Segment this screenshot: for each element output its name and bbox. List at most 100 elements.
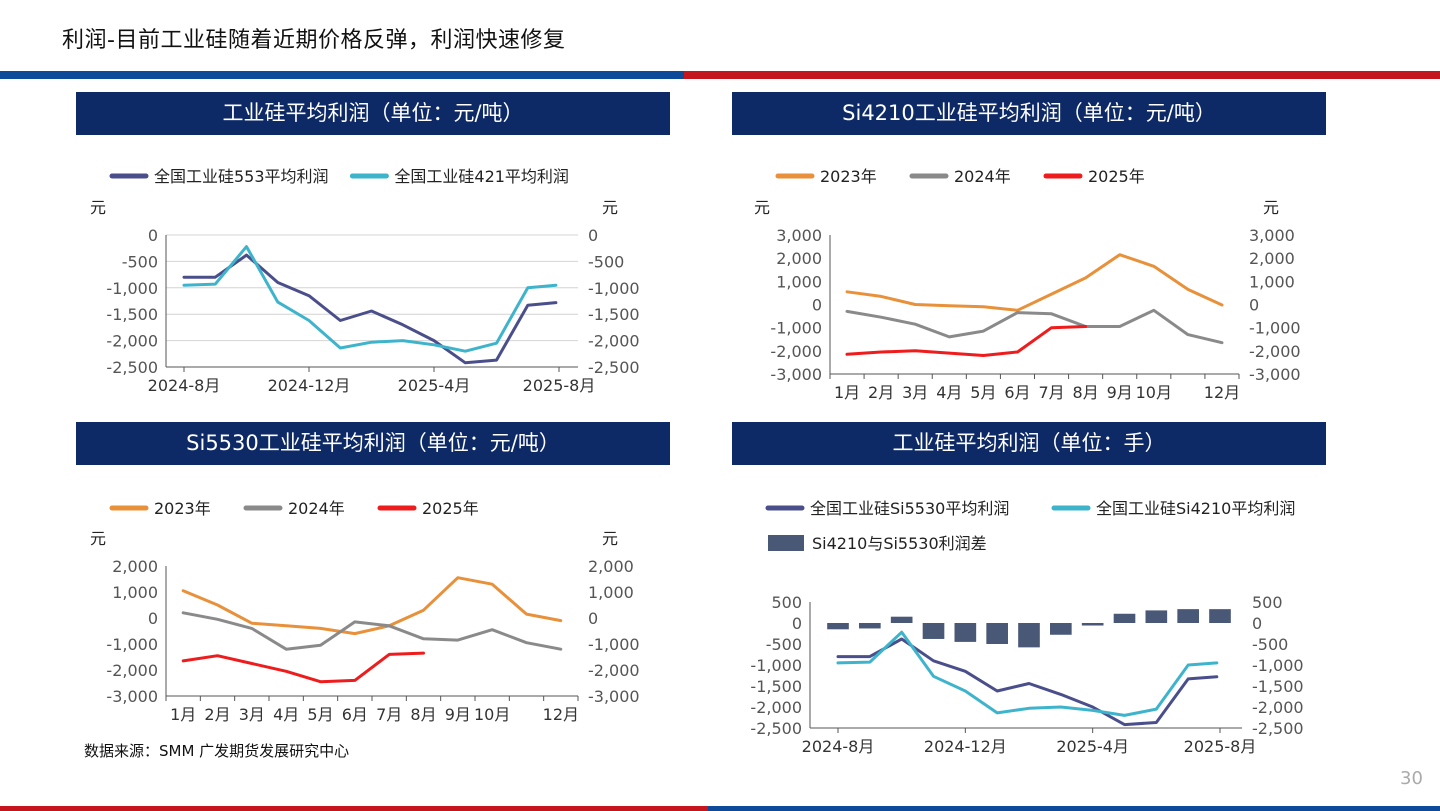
y-tick-label-right: 500 (1252, 593, 1283, 612)
y-tick-label-right: 0 (588, 226, 598, 245)
bar-diff (1113, 613, 1136, 623)
legend-swatch (768, 535, 804, 551)
y-tick-label-right: -2,000 (588, 332, 640, 351)
y-tick-label-right: 0 (588, 609, 598, 628)
series-line-2 (181, 611, 563, 651)
x-tick-label: 3月 (902, 383, 928, 402)
x-tick-label: 6月 (342, 705, 368, 724)
y-tick-label-left: -3,000 (106, 687, 158, 706)
x-tick-label: 4月 (273, 705, 299, 724)
y-tick-label-left: 2,000 (776, 249, 822, 268)
x-tick-label: 10月 (1136, 383, 1172, 402)
x-tick-label: 8月 (1073, 383, 1099, 402)
y-tick-label-left: -1,500 (750, 677, 802, 696)
slide-title: 利润-目前工业硅随着近期价格反弹，利润快速修复 (62, 28, 566, 53)
bar-diff (1145, 610, 1168, 623)
legend-label: 2025年 (422, 499, 479, 518)
x-tick-label: 2024-12月 (268, 376, 351, 395)
legend-label: 2023年 (154, 499, 211, 518)
series-line-1 (182, 253, 558, 365)
bar-diff (890, 616, 913, 623)
x-tick-label: 10月 (474, 705, 510, 724)
x-tick-label: 2025-8月 (1184, 737, 1257, 756)
x-tick-label: 4月 (936, 383, 962, 402)
x-tick-label: 2024-8月 (148, 376, 221, 395)
y-tick-label-right: -2,500 (1252, 719, 1304, 738)
y-tick-label-right: 1,000 (1249, 272, 1295, 291)
legend-label: 2023年 (820, 167, 877, 186)
x-tick-label: 2024-8月 (802, 737, 875, 756)
y-tick-label-left: -2,000 (750, 698, 802, 717)
y-tick-label-left: -2,000 (770, 342, 822, 361)
y-tick-label-right: 2,000 (1249, 249, 1295, 268)
series-line-2 (836, 630, 1219, 717)
x-tick-label: 1月 (170, 705, 196, 724)
y-tick-label-right: -2,000 (588, 661, 640, 680)
y-tick-label-right: -3,000 (588, 687, 640, 706)
y-tick-label-left: -2,500 (106, 358, 158, 377)
panel-title-profit-diff: 工业硅平均利润（单位：手） (732, 422, 1326, 465)
y-tick-label-left: 2,000 (112, 557, 158, 576)
x-tick-label: 8月 (410, 705, 436, 724)
bar-diff (1018, 623, 1040, 648)
y-tick-label-right: -1,000 (1249, 319, 1301, 338)
series-line-1 (845, 253, 1224, 312)
y-tick-label-right: -1,000 (1252, 656, 1304, 675)
right-unit-label: 元 (602, 529, 618, 548)
x-tick-label: 7月 (376, 705, 402, 724)
x-tick-label: 12月 (1204, 383, 1240, 402)
profit-diff-chart: 全国工业硅Si5530平均利润 全国工业硅Si4210平均利润 Si4210与Si5… (750, 499, 1304, 756)
series-line-1 (181, 576, 563, 636)
legend-label: 全国工业硅Si5530平均利润 (810, 499, 1009, 518)
x-tick-label: 3月 (239, 705, 265, 724)
y-tick-label-left: -500 (766, 635, 802, 654)
y-tick-label-right: 0 (1249, 296, 1259, 315)
y-tick-label-right: -2,500 (588, 358, 640, 377)
x-tick-label: 1月 (834, 383, 860, 402)
y-tick-label-right: 0 (1252, 614, 1262, 633)
x-tick-label: 7月 (1038, 383, 1064, 402)
y-tick-label-left: 3,000 (776, 226, 822, 245)
y-tick-label-left: 0 (812, 296, 822, 315)
top-accent-bar-red (684, 71, 1440, 79)
y-tick-label-right: 1,000 (588, 583, 634, 602)
y-tick-label-left: -1,000 (106, 279, 158, 298)
bottom-accent-bar-blue (708, 806, 1440, 811)
bar-diff (1177, 609, 1199, 623)
bar-diff (922, 623, 945, 639)
y-tick-label-left: -1,000 (750, 656, 802, 675)
bar-diff (827, 623, 849, 630)
x-tick-label: 2024-12月 (924, 737, 1007, 756)
left-unit-label: 元 (90, 198, 106, 217)
x-tick-label: 2月 (868, 383, 894, 402)
y-tick-label-right: -1,000 (588, 635, 640, 654)
y-tick-label-right: -2,000 (1252, 698, 1304, 717)
bar-diff (986, 623, 1008, 644)
legend-label: 2025年 (1088, 167, 1145, 186)
y-tick-label-left: 0 (148, 609, 158, 628)
data-source-note: 数据来源：SMM 广发期货发展研究中心 (84, 742, 350, 760)
y-tick-label-left: 0 (148, 226, 158, 245)
y-tick-label-left: -3,000 (770, 365, 822, 384)
right-unit-label: 元 (1263, 198, 1279, 217)
page-number: 30 (1400, 768, 1423, 789)
bar-diff (859, 623, 881, 629)
x-tick-label: 9月 (1107, 383, 1133, 402)
x-tick-label: 5月 (970, 383, 996, 402)
series-line-3 (845, 325, 1088, 357)
y-tick-label-right: -1,500 (1252, 677, 1304, 696)
x-tick-label: 5月 (307, 705, 333, 724)
y-tick-label-left: 1,000 (112, 583, 158, 602)
y-tick-label-right: -1,500 (588, 305, 640, 324)
bar-diff (1050, 623, 1072, 635)
legend-label: 全国工业硅421平均利润 (394, 167, 569, 186)
y-tick-label-left: -1,000 (770, 319, 822, 338)
bottom-accent-bar-red (0, 806, 708, 811)
y-tick-label-right: 2,000 (588, 557, 634, 576)
x-tick-label: 12月 (543, 705, 579, 724)
right-unit-label: 元 (602, 198, 618, 217)
y-tick-label-right: -2,000 (1249, 342, 1301, 361)
y-tick-label-left: -1,000 (106, 635, 158, 654)
